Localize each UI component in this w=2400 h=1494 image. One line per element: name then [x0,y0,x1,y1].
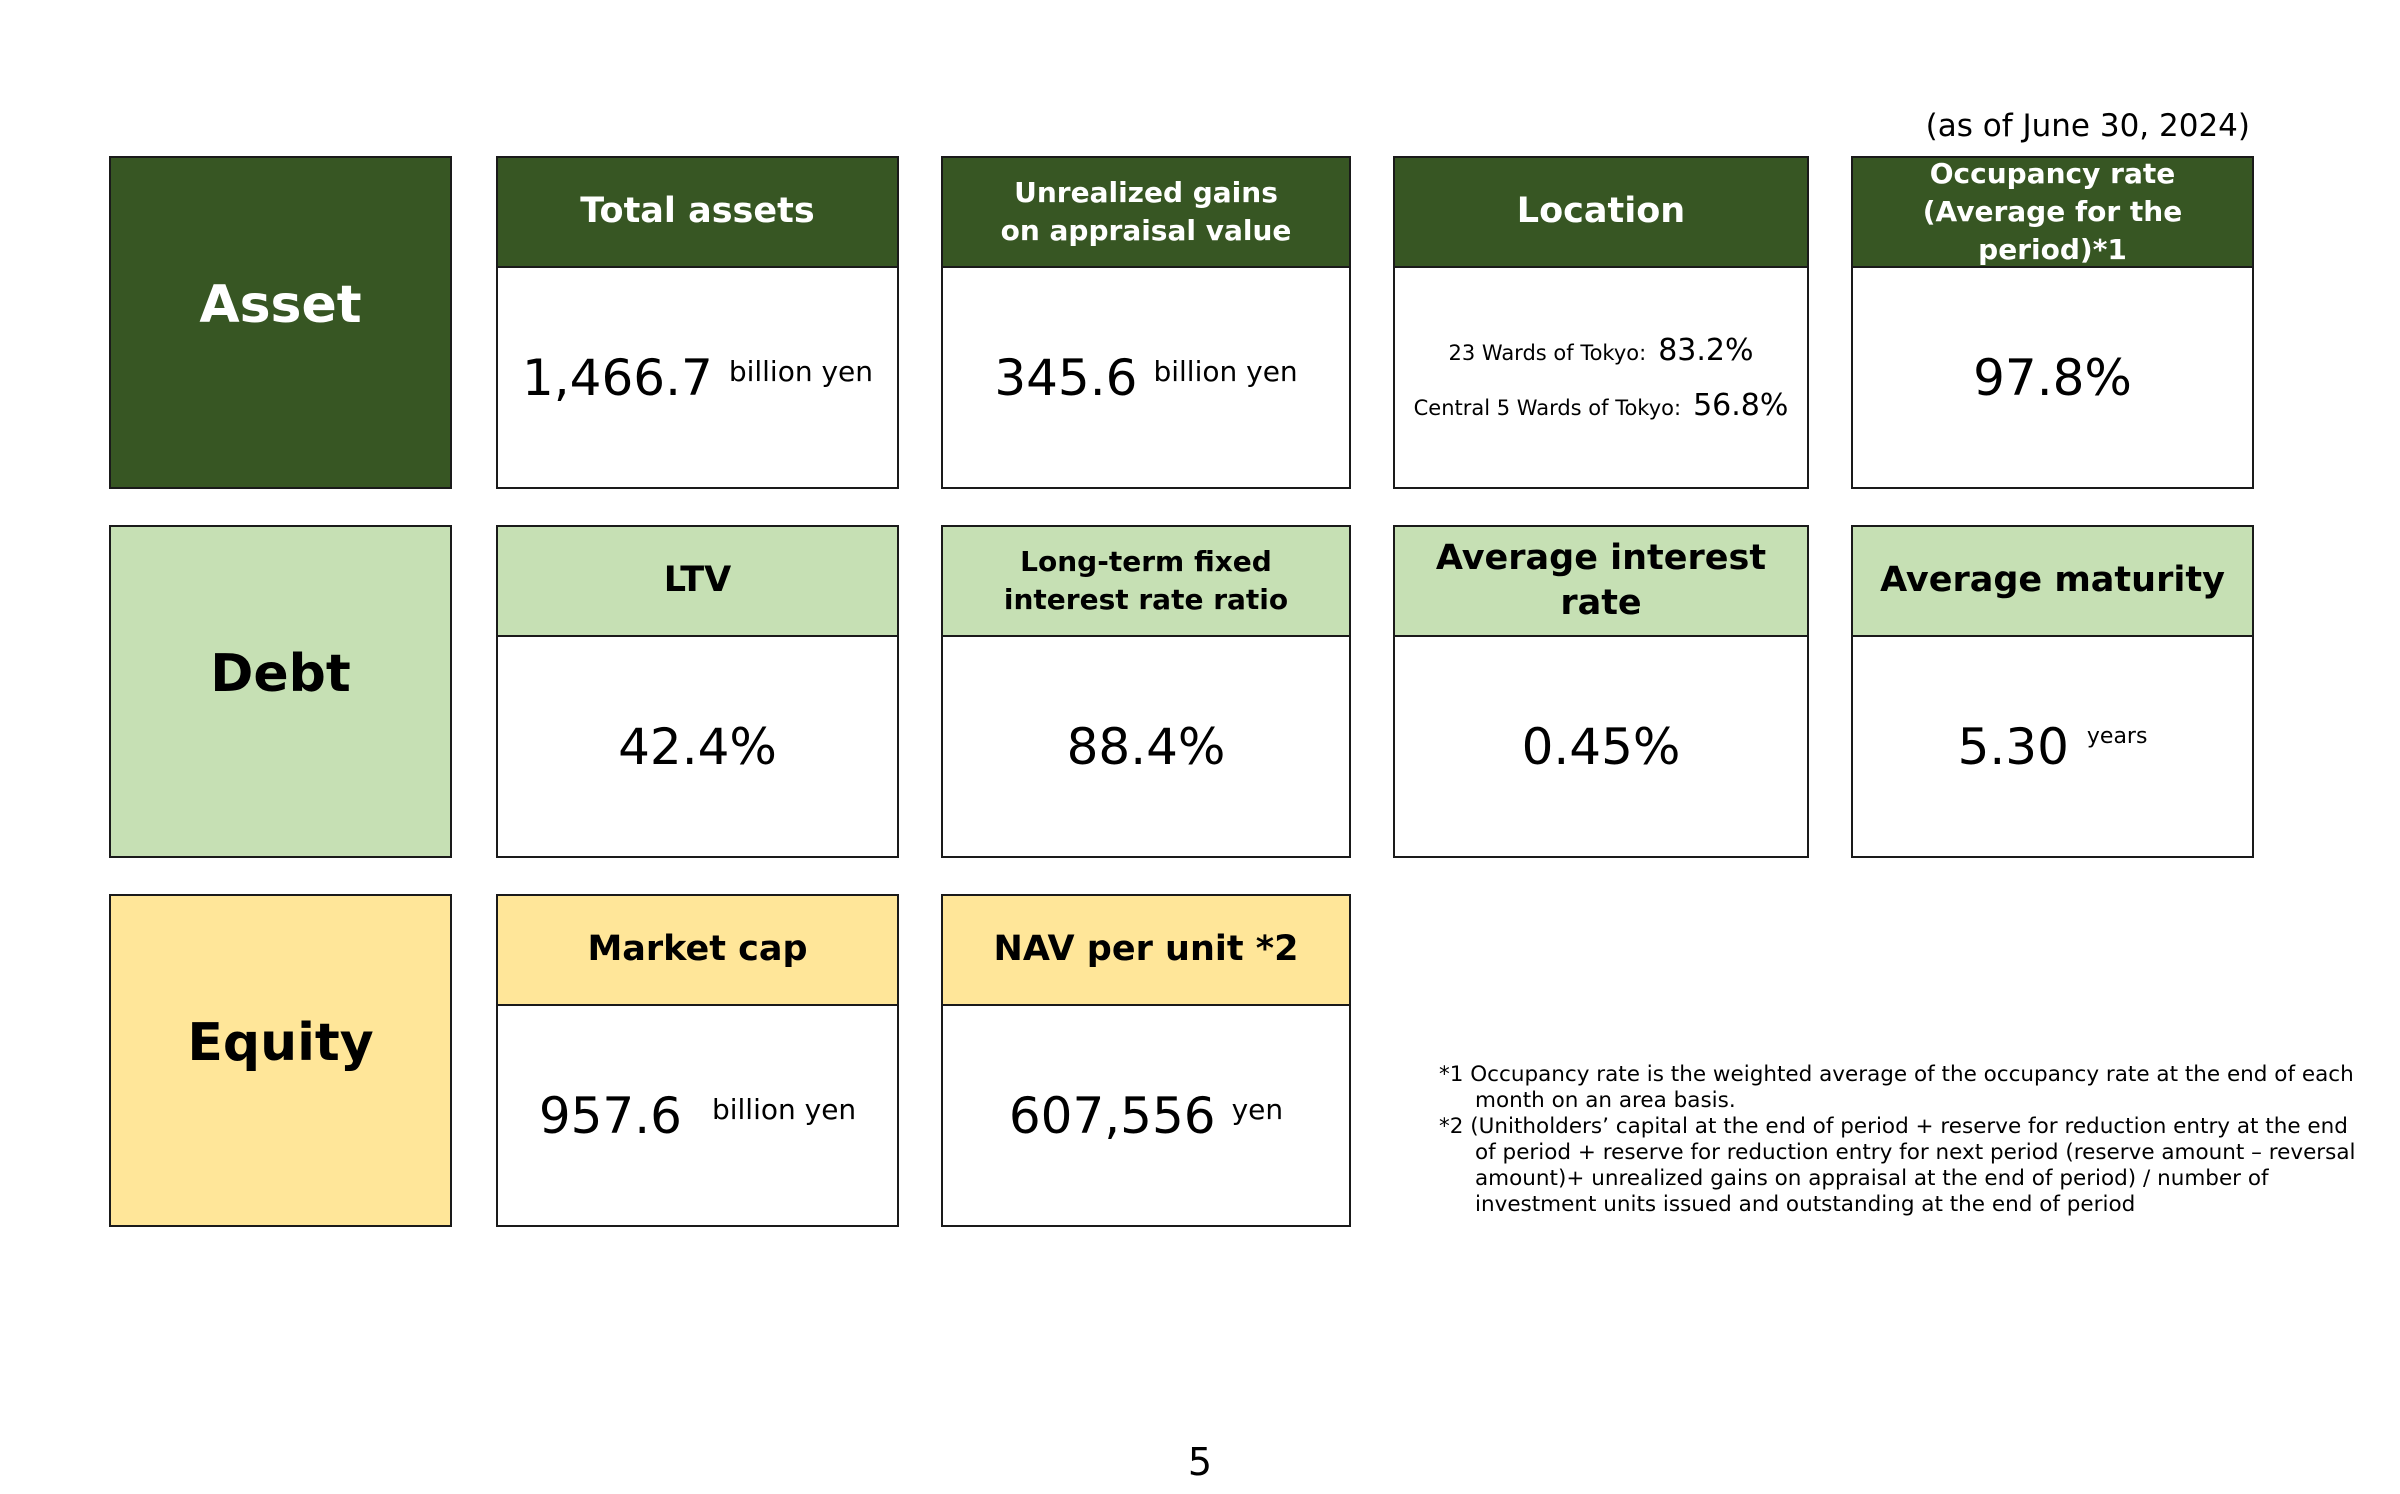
nav-per-unit-body: 607,556 yen [943,1006,1349,1225]
location-value-central-5-wards: 56.8% [1693,387,1789,423]
maturity-body: 5.30 years [1853,637,2252,856]
total-assets-body: 1,466.7 billion yen [498,268,897,487]
market-cap-body: 957.6 billion yen [498,1006,897,1225]
fixed-rate-ratio-header-line2: interest rate ratio [1003,583,1289,616]
fixed-rate-ratio-header: Long-term fixed interest rate ratio [943,527,1349,637]
interest-rate-header: Average interest rate [1395,527,1807,637]
unrealized-gains-unit: billion yen [1153,355,1298,388]
category-asset: Asset [109,156,452,489]
occupancy-header-line1: Occupancy rate [1929,157,2176,191]
total-assets-unit: billion yen [728,355,874,388]
category-equity: Equity [109,894,452,1227]
occupancy-header: Occupancy rate (Average for the period)*… [1853,157,2252,268]
ltv-value: 42.4% [618,717,777,776]
interest-rate-value: 0.45% [1521,717,1681,776]
maturity-card: Average maturity 5.30 years [1851,525,2254,858]
unrealized-gains-header-line2: on appraisal value [1000,214,1292,247]
unrealized-gains-header-line1: Unrealized gains [1014,176,1278,210]
category-debt: Debt [109,525,452,858]
maturity-value: 5.30 [1957,717,2069,776]
location-value-23-wards: 83.2% [1658,332,1754,368]
location-label-23-wards: 23 Wards of Tokyo: [1448,340,1647,365]
occupancy-value: 97.8% [1973,348,2132,407]
footnote-2: *2 (Unitholders’ capital at the end of p… [1439,1114,2356,1217]
location-body: 23 Wards of Tokyo: 83.2% Central 5 Wards… [1395,268,1807,487]
total-assets-value: 1,466.7 [521,348,713,407]
occupancy-header-line2: (Average for the period)*1 [1922,195,2183,266]
interest-rate-card: Average interest rate 0.45% [1393,525,1809,858]
ltv-body: 42.4% [498,637,897,856]
location-row-23-wards: 23 Wards of Tokyo: 83.2% [1409,333,1793,368]
occupancy-body: 97.8% [1853,268,2252,487]
location-card: Location 23 Wards of Tokyo: 83.2% Centra… [1393,156,1809,489]
market-cap-card: Market cap 957.6 billion yen [496,894,899,1227]
ltv-header: LTV [498,527,897,637]
interest-rate-body: 0.45% [1395,637,1807,856]
page-number: 5 [1187,1440,1213,1484]
location-row-central-5-wards: Central 5 Wards of Tokyo: 56.8% [1409,388,1793,423]
nav-per-unit-card: NAV per unit *2 607,556 yen [941,894,1351,1227]
ltv-card: LTV 42.4% [496,525,899,858]
unrealized-gains-value: 345.6 [994,348,1138,407]
footnotes: *1 Occupancy rate is the weighted averag… [1439,1062,2359,1218]
maturity-unit: years [2086,724,2148,749]
nav-per-unit-header: NAV per unit *2 [943,896,1349,1006]
market-cap-unit: billion yen [711,1093,857,1126]
market-cap-value: 957.6 [538,1086,682,1145]
unrealized-gains-body: 345.6 billion yen [943,268,1349,487]
unrealized-gains-card: Unrealized gains on appraisal value 345.… [941,156,1351,489]
fixed-rate-ratio-card: Long-term fixed interest rate ratio 88.4… [941,525,1351,858]
total-assets-header: Total assets [498,158,897,268]
fixed-rate-ratio-body: 88.4% [943,637,1349,856]
fixed-rate-ratio-header-line1: Long-term fixed [1020,545,1272,579]
footnote-1: *1 Occupancy rate is the weighted averag… [1439,1062,2354,1113]
total-assets-card: Total assets 1,466.7 billion yen [496,156,899,489]
category-asset-label: Asset [199,274,362,335]
unrealized-gains-header: Unrealized gains on appraisal value [943,158,1349,268]
market-cap-header: Market cap [498,896,897,1006]
category-debt-label: Debt [210,643,351,704]
location-label-central-5-wards: Central 5 Wards of Tokyo: [1413,395,1682,420]
fixed-rate-ratio-value: 88.4% [1066,717,1226,776]
as-of-date: (as of June 30, 2024) [1925,108,2250,144]
occupancy-card: Occupancy rate (Average for the period)*… [1851,156,2254,489]
maturity-header: Average maturity [1853,527,2252,637]
category-equity-label: Equity [187,1012,374,1073]
nav-per-unit-unit: yen [1231,1093,1284,1126]
location-header: Location [1395,158,1807,268]
nav-per-unit-value: 607,556 [1008,1086,1216,1145]
